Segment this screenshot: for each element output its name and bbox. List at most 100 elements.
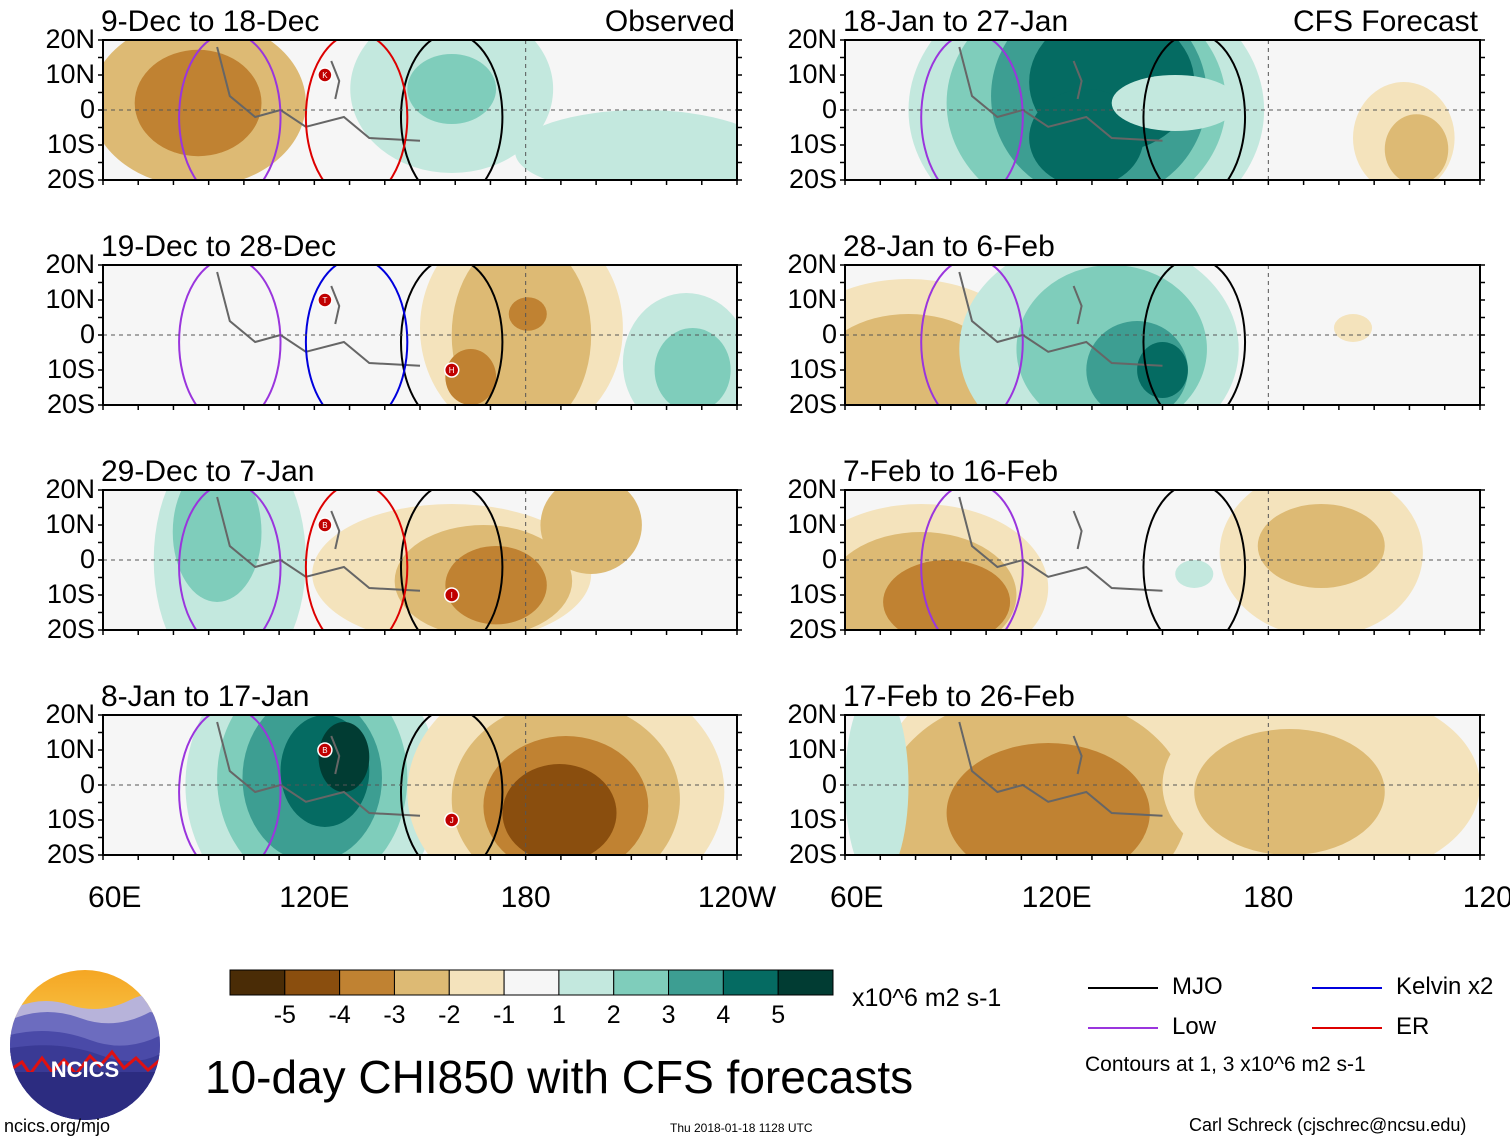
storm-label: B <box>322 746 327 755</box>
anomaly-region-1 <box>845 314 998 405</box>
anomaly-region-2 <box>508 297 547 331</box>
lon-label: 180 <box>1243 881 1294 914</box>
contour-er <box>304 40 409 180</box>
storm-label: I <box>451 591 453 600</box>
colorbar-label: -1 <box>492 1001 516 1029</box>
coastline <box>330 285 341 325</box>
contour-low <box>178 265 282 405</box>
contour-mjo <box>399 40 504 180</box>
colorbar-swatch-9 <box>722 969 779 996</box>
storm-label: J <box>450 816 454 825</box>
storm-marker-h: H <box>443 362 460 378</box>
panel-type-label: CFS Forecast <box>1292 5 1478 38</box>
colorbar-label: -3 <box>383 1001 406 1029</box>
storm-marker-j: J <box>443 812 460 828</box>
coastline <box>1072 510 1083 550</box>
author-credit: Carl Schreck (cjschrec@ncsu.edu) <box>1189 1115 1467 1135</box>
lon-label: 120E <box>1021 881 1092 914</box>
lat-label: 10S <box>46 354 95 384</box>
legend-label: Low <box>1172 1013 1217 1040</box>
legend-label: Kelvin x2 <box>1396 973 1494 1000</box>
colorbar-swatch-2 <box>339 969 395 996</box>
lon-label: 120W <box>1462 881 1510 914</box>
lat-label: 0 <box>821 769 837 799</box>
colorbar-label: 3 <box>661 1001 676 1029</box>
coastline <box>330 510 341 550</box>
anomaly-region-4 <box>1194 729 1385 855</box>
lat-label: 0 <box>821 544 837 574</box>
map-panel-0-3: BJ <box>98 714 742 860</box>
coastline <box>1072 285 1083 325</box>
lat-label: 10N <box>787 734 837 764</box>
lat-label: 10N <box>45 59 95 89</box>
anomaly-region-5 <box>654 328 731 405</box>
map-panel-1-0 <box>840 39 1485 185</box>
colorbar-swatch-1 <box>284 969 341 996</box>
lat-label: 10N <box>787 59 837 89</box>
lat-label: 0 <box>79 319 95 349</box>
storm-icon <box>317 742 333 758</box>
legend-label: ER <box>1396 1013 1430 1040</box>
lat-label: 20N <box>45 24 95 54</box>
colorbar-swatch-6 <box>558 969 615 996</box>
lat-label: 20S <box>46 614 95 644</box>
coastline <box>958 496 1163 592</box>
contour-low <box>178 490 282 630</box>
lat-label: 10S <box>788 579 837 609</box>
coastline <box>958 46 1163 142</box>
colorbar-swatch-3 <box>393 969 450 996</box>
site-link[interactable]: ncics.org/mjo <box>4 1116 111 1136</box>
storm-label: H <box>449 366 455 375</box>
anomaly-region-4 <box>318 722 370 792</box>
colorbar-swatch-7 <box>613 969 670 996</box>
panel-period-title: 8-Jan to 17-Jan <box>101 680 310 713</box>
lat-label: 20S <box>46 839 95 869</box>
panel-period-title: 7-Feb to 16-Feb <box>843 455 1059 488</box>
colorbar-label: -5 <box>273 1001 296 1029</box>
anomaly-region-5 <box>1137 342 1188 398</box>
colorbar-swatch-4 <box>448 969 505 996</box>
lat-label: 10S <box>788 129 837 159</box>
lat-label: 20S <box>788 164 837 194</box>
anomaly-region-3 <box>445 349 497 405</box>
lat-label: 10N <box>787 284 837 314</box>
contour-mjo <box>1142 40 1247 180</box>
storm-icon <box>443 587 460 603</box>
storm-icon <box>317 67 333 83</box>
map-panel-0-1: TH <box>98 264 742 410</box>
coastline <box>1072 735 1083 775</box>
contour-er <box>304 490 409 630</box>
lon-label: 60E <box>830 881 884 914</box>
storm-marker-k: K <box>317 67 333 83</box>
storm-label: T <box>322 296 327 305</box>
contour-low <box>920 490 1024 630</box>
lat-label: 0 <box>79 94 95 124</box>
lat-label: 20N <box>787 699 837 729</box>
coastline <box>216 46 421 142</box>
lat-label: 20N <box>787 24 837 54</box>
colorbar-label: 4 <box>716 1001 731 1029</box>
panel-period-title: 19-Dec to 28-Dec <box>101 230 337 263</box>
contour-mjo <box>399 715 504 855</box>
lat-label: 10N <box>787 509 837 539</box>
legend-label: MJO <box>1172 973 1223 1000</box>
logo-text: NCICS <box>51 1057 119 1082</box>
colorbar-swatch-5 <box>503 969 560 996</box>
anomaly-region-8 <box>502 764 617 855</box>
timestamp: Thu 2018-01-18 1128 UTC <box>670 1121 813 1135</box>
lat-label: 10S <box>46 129 95 159</box>
lat-label: 0 <box>79 544 95 574</box>
lat-label: 20S <box>46 164 95 194</box>
lon-label: 120E <box>279 881 350 914</box>
anomaly-region-1 <box>172 490 262 602</box>
anomaly-region-3 <box>515 110 737 180</box>
lat-label: 10S <box>46 804 95 834</box>
anomaly-region-6 <box>1333 314 1373 342</box>
colorbar-label: 5 <box>771 1001 786 1029</box>
anomaly-region-2 <box>883 560 1011 630</box>
units-label: x10^6 m2 s-1 <box>852 984 1002 1012</box>
map-panel-1-1 <box>840 264 1485 410</box>
map-panel-1-3 <box>840 714 1485 860</box>
panel-period-title: 17-Feb to 26-Feb <box>843 680 1075 713</box>
